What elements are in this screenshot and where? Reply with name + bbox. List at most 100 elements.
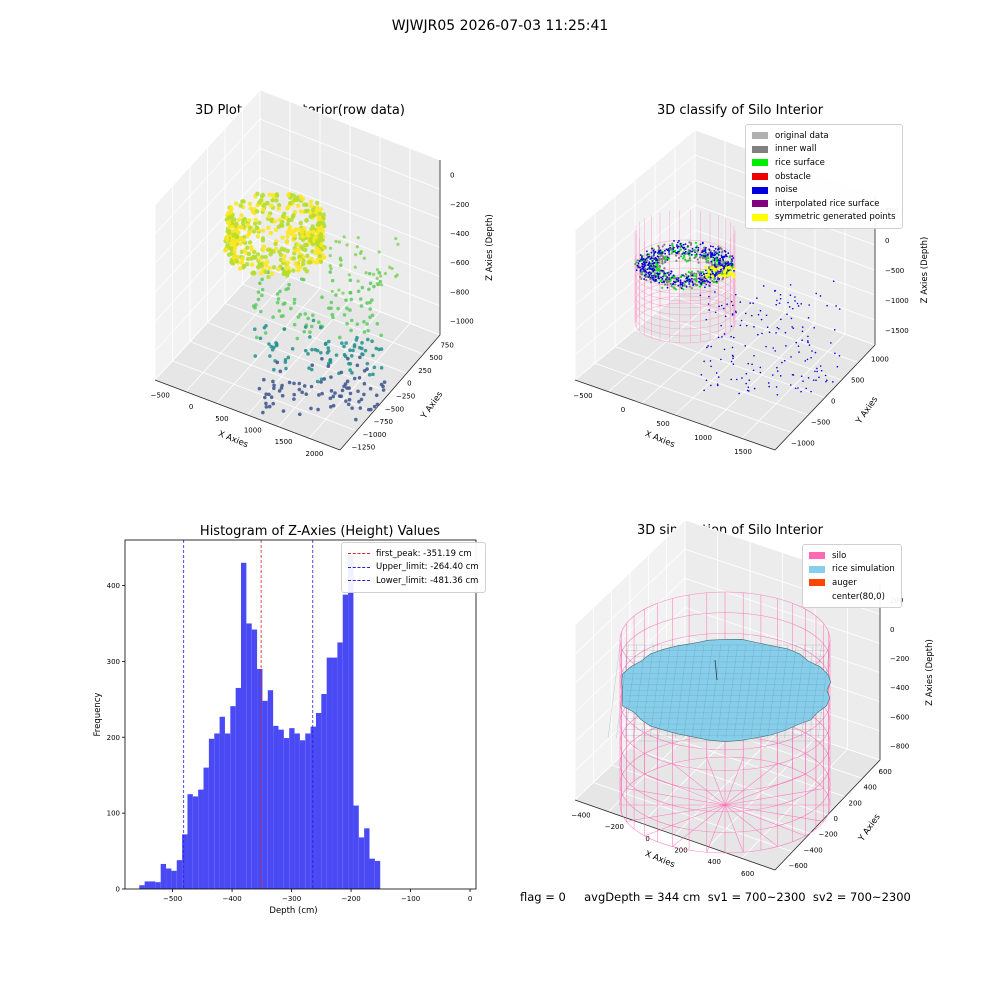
- noise-point: [704, 248, 707, 251]
- noise-point: [692, 284, 695, 287]
- rice-mesh-line: [641, 644, 654, 739]
- noise-point: [777, 327, 780, 330]
- raw-data-point: [263, 395, 267, 400]
- classified-point: [684, 258, 687, 261]
- raw-data-point: [309, 367, 314, 372]
- raw-data-point: [264, 405, 269, 409]
- classified-point: [719, 246, 722, 249]
- raw-data-point: [250, 262, 255, 267]
- raw-data-point: [298, 257, 303, 263]
- classified-point: [648, 253, 651, 256]
- raw-data-point: [279, 246, 285, 252]
- raw-data-point: [280, 393, 285, 398]
- noise-point: [650, 257, 653, 260]
- raw-data-point: [323, 342, 328, 347]
- raw-data-point: [352, 376, 357, 381]
- raw-data-point: [319, 350, 323, 355]
- raw-data-point: [296, 315, 301, 319]
- noise-point: [715, 280, 718, 283]
- raw-data-point: [258, 270, 264, 276]
- classified-point: [653, 272, 657, 275]
- raw-data-point: [348, 368, 352, 372]
- noise-point: [713, 263, 716, 266]
- noise-point: [656, 255, 659, 258]
- raw-data-point: [228, 241, 234, 247]
- raw-data-point: [302, 384, 307, 388]
- classified-point: [663, 267, 666, 270]
- rice-mesh-line: [649, 644, 663, 739]
- raw-data-point: [322, 255, 327, 260]
- noise-point: [690, 277, 693, 280]
- noise-point: [716, 384, 719, 387]
- raw-data-point: [308, 238, 313, 243]
- raw-data-point: [354, 417, 358, 422]
- noise-point: [734, 293, 737, 296]
- raw-data-point: [377, 270, 382, 275]
- noise-point: [718, 305, 720, 308]
- histogram-bar: [374, 860, 381, 889]
- noise-point: [682, 243, 685, 246]
- raw-data-point: [237, 266, 243, 271]
- classified-point: [676, 276, 679, 279]
- p1-floor-pane: [155, 265, 440, 450]
- noise-point: [720, 324, 722, 327]
- raw-data-point: [223, 247, 229, 252]
- classified-point: [675, 254, 678, 257]
- raw-data-point: [303, 325, 308, 329]
- noise-point: [738, 392, 740, 395]
- noise-point: [719, 257, 722, 260]
- raw-data-point: [246, 251, 252, 257]
- classified-point: [667, 280, 670, 283]
- noise-point: [643, 268, 645, 271]
- raw-data-point: [379, 274, 383, 278]
- histogram-bar: [353, 805, 359, 889]
- noise-point: [789, 384, 792, 386]
- legend-label: auger: [832, 577, 857, 588]
- raw-data-point: [268, 354, 272, 358]
- histogram-bar: [224, 733, 231, 889]
- raw-data-point: [275, 300, 280, 305]
- raw-data-point: [365, 337, 370, 342]
- noise-point: [705, 246, 707, 249]
- p4-ytick: −400: [804, 846, 823, 854]
- raw-data-point: [293, 248, 298, 253]
- raw-data-point: [339, 370, 344, 375]
- noise-point: [807, 335, 809, 338]
- silo-floor-spoke: [706, 804, 726, 853]
- raw-data-point: [228, 209, 233, 214]
- raw-data-point: [281, 258, 286, 263]
- noise-point: [791, 307, 794, 310]
- raw-data-point: [377, 250, 381, 254]
- noise-point: [698, 280, 701, 283]
- noise-point: [797, 345, 800, 347]
- legend-swatch: [809, 565, 825, 573]
- raw-data-point: [277, 309, 282, 313]
- legend-label: inner wall: [775, 144, 817, 155]
- raw-data-point: [348, 348, 352, 352]
- raw-data-point: [224, 237, 230, 242]
- noise-point: [652, 274, 655, 277]
- classified-point: [675, 259, 678, 262]
- noise-point: [718, 251, 721, 253]
- raw-data-point: [232, 249, 237, 255]
- y-tick-label: 200: [107, 734, 120, 742]
- noise-point: [773, 290, 776, 292]
- legend-label: first_peak: -351.19 cm: [376, 548, 472, 559]
- raw-data-point: [348, 391, 353, 396]
- histogram-bar: [251, 629, 258, 889]
- raw-data-point: [287, 380, 292, 385]
- raw-data-point: [356, 279, 360, 283]
- noise-point: [779, 297, 782, 300]
- noise-point: [681, 253, 684, 255]
- legend-swatch: [752, 159, 768, 167]
- noise-point: [715, 252, 718, 255]
- noise-point: [694, 251, 696, 254]
- noise-point: [681, 284, 684, 287]
- raw-data-point: [303, 348, 308, 353]
- x-tick-label: −200: [341, 895, 360, 903]
- noise-point: [834, 352, 836, 355]
- noise-point: [810, 356, 812, 359]
- noise-point: [749, 302, 751, 304]
- rice-mesh-line: [666, 644, 679, 739]
- noise-point: [651, 276, 654, 279]
